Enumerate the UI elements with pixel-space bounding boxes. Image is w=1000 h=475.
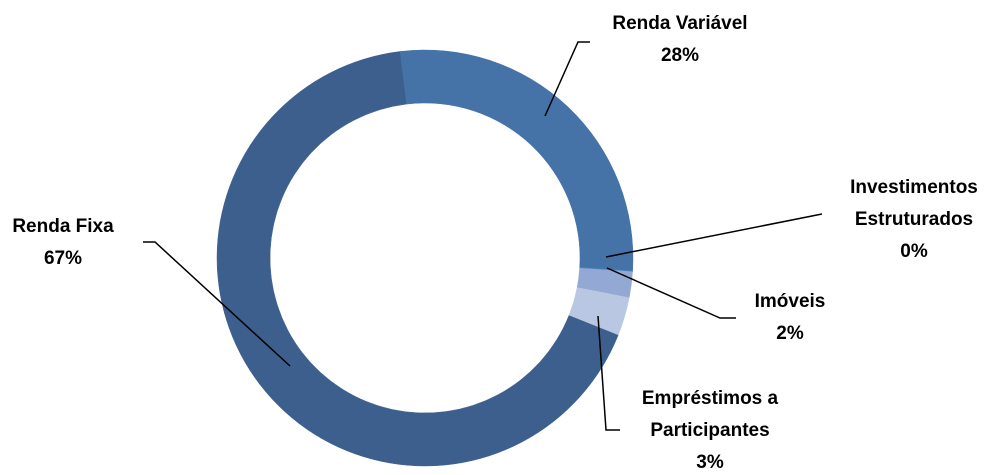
slice-label: Imóveis 2%	[710, 286, 870, 350]
leader-line	[606, 267, 736, 319]
value-label: 2%	[776, 323, 804, 344]
leader-line	[544, 41, 590, 117]
value-label: 28%	[660, 45, 700, 66]
value-label: 67%	[43, 248, 83, 269]
value-label: 0%	[900, 241, 928, 262]
leader-line	[143, 241, 291, 367]
slice-label: Empréstimos a Participantes 3%	[600, 383, 820, 475]
slice-label: Renda Variável 28%	[570, 8, 790, 72]
leader-line	[597, 315, 620, 431]
category-label: Renda Variável	[612, 13, 748, 34]
leader-lines	[143, 41, 823, 431]
category-label: Investimentos Estruturados	[850, 177, 978, 230]
slices	[216, 49, 634, 467]
category-label: Empréstimos a Participantes	[641, 388, 779, 441]
slice-label: Renda Fixa 67%	[0, 211, 143, 275]
leader-line	[605, 213, 823, 258]
slice	[399, 49, 634, 273]
value-label: 3%	[696, 452, 724, 473]
slice	[216, 51, 619, 467]
category-label: Imóveis	[754, 291, 826, 312]
slice-label: Investimentos Estruturados 0%	[819, 172, 1000, 268]
category-label: Renda Fixa	[12, 216, 114, 237]
